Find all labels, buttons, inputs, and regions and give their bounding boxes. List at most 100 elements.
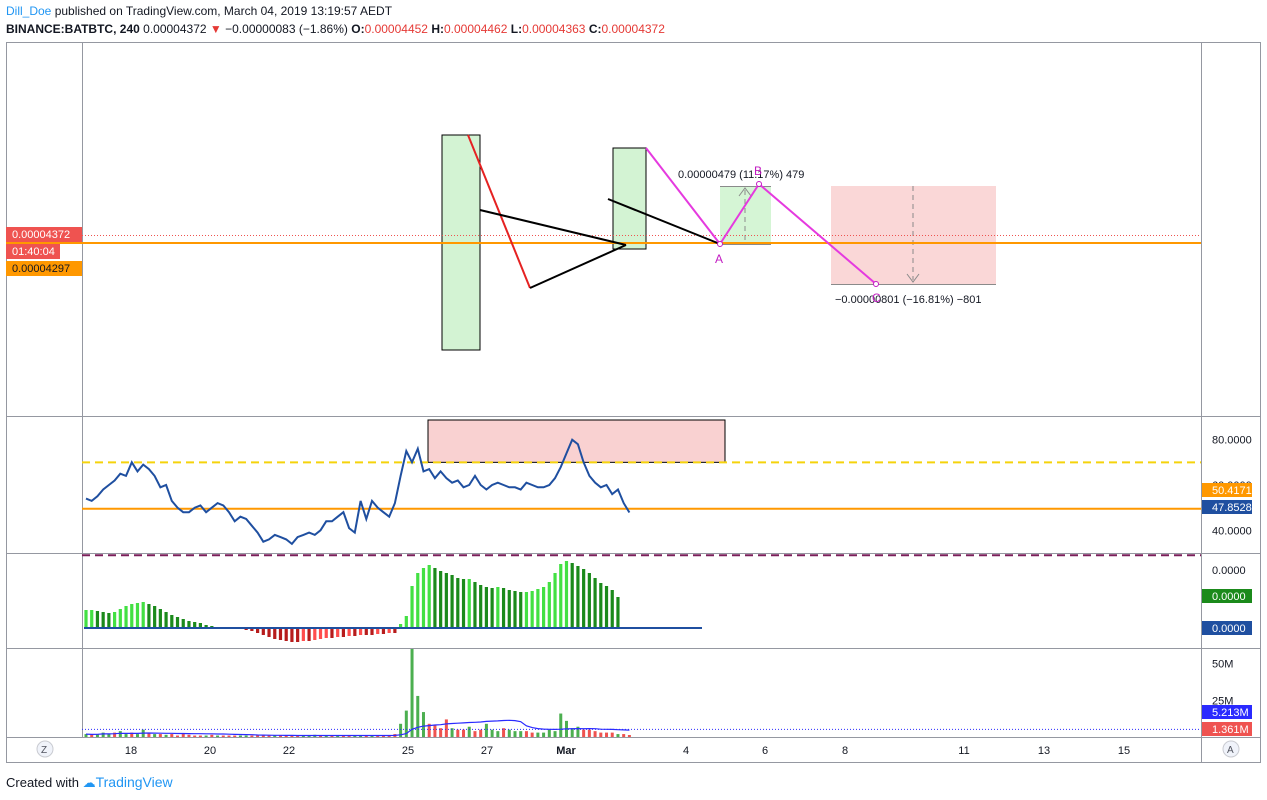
- hist-axis-label: 0.0000: [1212, 565, 1246, 577]
- histogram-bar: [290, 628, 294, 642]
- chart-frame: [6, 42, 1261, 763]
- volume-bar: [444, 719, 448, 737]
- time-axis-label: Mar: [556, 745, 576, 757]
- volume-bar: [593, 731, 597, 737]
- green-box-2: [612, 147, 647, 250]
- volume-bar: [284, 735, 288, 737]
- volume-bar: [627, 735, 631, 737]
- open-value: 0.00004452: [364, 22, 428, 36]
- time-axis-label: 11: [958, 745, 969, 757]
- histogram-bar: [324, 628, 328, 638]
- time-axis-label: 13: [1038, 745, 1050, 757]
- drawing-zones: [6, 134, 1201, 351]
- histogram-bar: [341, 628, 345, 637]
- volume-bar: [124, 734, 128, 737]
- volume-bar: [553, 731, 557, 737]
- time-axis-label: 18: [125, 745, 137, 757]
- histogram-bar: [204, 625, 208, 628]
- histogram-bar: [444, 573, 448, 628]
- volume-bar: [399, 723, 403, 737]
- z-icon: Z: [41, 745, 47, 756]
- volume-bar: [450, 728, 454, 737]
- histogram-bar: [582, 569, 586, 628]
- volume-bar: [261, 735, 265, 737]
- histogram-bar: [461, 579, 466, 628]
- price-tags: 0.00004372 01:40:04 0.00004297: [6, 227, 82, 276]
- author-link[interactable]: Dill_Doe: [6, 4, 52, 18]
- volume-bar: [473, 731, 477, 737]
- close-value: 0.00004372: [601, 22, 665, 36]
- histogram-bar: [95, 611, 100, 628]
- histogram-bar: [376, 628, 380, 634]
- volume-bar: [290, 735, 294, 737]
- volume-bar: [605, 732, 609, 737]
- histogram-bar: [433, 568, 437, 628]
- low-value: 0.00004363: [522, 22, 586, 36]
- volume-bar: [530, 732, 534, 737]
- histogram-bar: [336, 628, 340, 637]
- histogram-bar: [198, 623, 202, 628]
- volume-bar: [490, 729, 494, 737]
- volume-ma-tag: 5.213M: [1212, 707, 1249, 719]
- auto-scale-icon: A: [1227, 745, 1234, 756]
- point-a-label: A: [715, 252, 723, 266]
- histogram-bar: [576, 566, 580, 628]
- histogram-bar: [153, 606, 157, 628]
- volume-bar: [502, 728, 506, 737]
- volume-bar: [267, 735, 271, 737]
- histogram-bar: [536, 589, 540, 628]
- time-axis-label: 8: [842, 745, 848, 757]
- histogram-bar: [193, 622, 197, 628]
- histogram-bar: [587, 573, 591, 628]
- volume-bar: [599, 732, 603, 737]
- tradingview-brand[interactable]: TradingView: [95, 774, 173, 790]
- volume-bar: [456, 729, 460, 737]
- point-c-label: C: [872, 291, 881, 305]
- histogram-bar: [439, 571, 443, 628]
- volume-bar: [439, 728, 443, 737]
- histogram-bar: [330, 628, 334, 638]
- histogram-bar: [593, 578, 597, 628]
- volume-bar: [427, 723, 431, 737]
- histogram-bar: [130, 604, 134, 628]
- volume-bar: [216, 735, 220, 737]
- point-b-label: B: [754, 164, 762, 178]
- histogram-bar: [513, 591, 517, 628]
- histogram-bar: [353, 628, 357, 636]
- histogram-pane: [84, 561, 702, 642]
- high-value: 0.00004462: [444, 22, 508, 36]
- triangle-upper-line: [479, 209, 627, 246]
- volume-bar: [622, 734, 626, 737]
- histogram-bar: [456, 578, 460, 628]
- volume-bar: [256, 735, 260, 737]
- histogram-bar: [135, 603, 140, 628]
- time-axis[interactable]: 18 20 22 25 27 Mar 4 6 8 11 13 15: [125, 745, 1130, 757]
- histogram-bar: [124, 606, 128, 628]
- header-line-2: BINANCE:BATBTC, 240 0.00004372 ▼ −0.0000…: [6, 22, 665, 36]
- low-label: L:: [510, 22, 523, 36]
- volume-bar: [519, 731, 523, 737]
- zoom-corner[interactable]: Z: [36, 740, 54, 758]
- volume-bar: [181, 734, 185, 737]
- volume-bar: [147, 732, 151, 737]
- histogram-bar: [358, 628, 363, 635]
- histogram-bar: [404, 616, 408, 628]
- histogram-bar: [187, 621, 191, 628]
- histogram-bar: [267, 628, 271, 637]
- volume-bar: [364, 735, 368, 737]
- change-value: −0.00000083 (−1.86%): [225, 22, 348, 36]
- volume-bar: [233, 735, 237, 737]
- volume-bar: [433, 725, 437, 737]
- volume-bar: [542, 732, 546, 737]
- histogram-bar: [416, 573, 420, 628]
- histogram-bar: [484, 587, 488, 628]
- trend-drawings[interactable]: [467, 134, 879, 289]
- volume-bar: [404, 710, 408, 737]
- volume-bar: [484, 723, 488, 737]
- histogram-bar: [278, 628, 283, 640]
- auto-scale-corner[interactable]: A: [1222, 740, 1240, 758]
- histogram-bar: [313, 628, 317, 640]
- volume-bar: [198, 735, 202, 737]
- tradingview-logo-icon: ☁: [82, 775, 96, 790]
